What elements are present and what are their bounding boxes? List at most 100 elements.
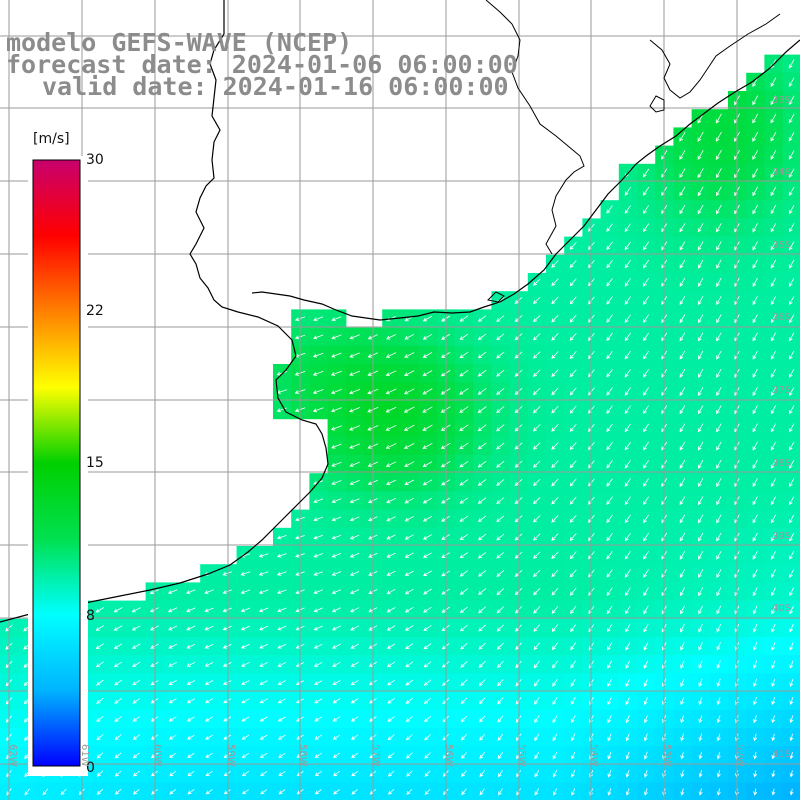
wind-arrow <box>404 334 415 340</box>
wind-speed-cell <box>655 618 674 638</box>
wind-arrow <box>423 643 432 650</box>
wind-arrow <box>697 149 704 160</box>
wind-arrow <box>387 697 395 704</box>
wind-arrow <box>459 606 468 614</box>
wind-arrow <box>569 296 577 305</box>
wind-arrow <box>642 186 650 196</box>
wind-speed-cell <box>618 637 638 656</box>
wind-speed-cell <box>382 673 401 693</box>
wind-speed-cell <box>764 127 784 147</box>
wind-arrow <box>479 733 486 741</box>
wind-arrow <box>496 624 504 632</box>
wind-speed-cell <box>309 691 329 711</box>
wind-arrow <box>789 514 795 524</box>
wind-speed-cell <box>746 182 765 201</box>
wind-arrow <box>330 389 342 395</box>
wind-arrow <box>424 788 431 796</box>
wind-speed-cell <box>746 72 765 92</box>
wind-speed-cell <box>345 691 365 711</box>
wind-speed-cell <box>673 473 693 492</box>
wind-speed-cell <box>655 491 674 511</box>
wind-speed-cell <box>564 673 583 693</box>
wind-arrow <box>752 532 758 542</box>
wind-speed-cell <box>655 382 674 401</box>
lat-label-39s: 39S <box>772 531 792 542</box>
wind-speed-cell <box>764 436 784 456</box>
wind-speed-cell <box>182 728 201 747</box>
wind-arrow <box>788 95 795 106</box>
wind-speed-cell <box>637 600 656 620</box>
wind-speed-cell <box>91 728 110 747</box>
wind-arrow <box>533 533 541 541</box>
wind-arrow <box>698 623 703 633</box>
wind-arrow <box>716 387 722 397</box>
wind-arrow <box>679 587 685 597</box>
wind-arrow <box>698 696 703 706</box>
wind-speed-cell <box>527 709 547 729</box>
wind-arrow <box>205 752 213 758</box>
wind-arrow <box>168 734 177 740</box>
wind-speed-cell <box>473 600 492 620</box>
wind-speed-cell <box>418 509 438 529</box>
wind-arrow <box>569 533 577 542</box>
wind-speed-cell <box>473 691 492 711</box>
lon-label-60w: 60W <box>152 744 163 767</box>
lat-label-35s: 35S <box>772 240 792 251</box>
wind-arrow <box>332 698 341 704</box>
wind-speed-cell <box>746 163 765 183</box>
wind-arrow <box>478 588 487 595</box>
wind-arrow <box>259 625 269 631</box>
wind-speed-cell <box>527 345 547 365</box>
wind-arrow <box>606 496 613 505</box>
wind-speed-cell <box>400 764 420 784</box>
wind-speed-cell <box>691 218 711 238</box>
wind-arrow <box>422 352 433 358</box>
wind-speed-cell <box>527 618 547 638</box>
wind-speed-field <box>0 54 800 800</box>
wind-speed-cell <box>273 673 292 693</box>
wind-arrow <box>625 605 631 615</box>
wind-arrow <box>403 388 415 395</box>
wind-speed-cell <box>473 345 492 365</box>
wind-speed-cell <box>127 691 147 711</box>
wind-arrow <box>331 625 341 631</box>
wind-arrow <box>241 716 250 722</box>
wind-speed-cell <box>382 746 401 765</box>
wind-arrow <box>496 515 505 523</box>
wind-arrow <box>770 223 777 233</box>
wind-arrow <box>351 788 358 795</box>
wind-speed-cell <box>527 291 547 310</box>
wind-arrow <box>569 314 577 323</box>
wind-speed-cell <box>600 236 620 256</box>
wind-arrow <box>496 551 505 559</box>
wind-arrow <box>569 423 577 432</box>
wind-speed-cell <box>400 709 420 729</box>
wind-speed-cell <box>400 327 420 347</box>
wind-speed-cell <box>345 728 365 747</box>
colorbar-gradient <box>32 159 81 767</box>
wind-speed-cell <box>618 218 638 238</box>
wind-arrow <box>405 643 414 650</box>
wind-speed-cell <box>455 473 474 492</box>
wind-speed-cell <box>91 709 110 729</box>
wind-speed-cell <box>91 618 110 638</box>
wind-arrow <box>277 680 286 685</box>
wind-arrow <box>716 241 722 251</box>
wind-arrow <box>551 351 559 359</box>
wind-arrow <box>259 698 268 704</box>
wind-speed-cell <box>746 109 765 128</box>
wind-arrow <box>571 769 576 778</box>
wind-arrow <box>351 734 359 740</box>
wind-speed-cell <box>382 473 401 492</box>
wind-speed-cell <box>400 364 420 383</box>
wind-arrow <box>569 260 577 269</box>
wind-speed-cell <box>273 764 292 784</box>
wind-speed-cell <box>618 564 638 583</box>
wind-speed-cell <box>327 673 347 693</box>
wind-arrow <box>716 751 721 760</box>
wind-speed-cell <box>455 709 474 729</box>
wind-arrow <box>716 368 722 378</box>
wind-speed-cell <box>382 709 401 729</box>
wind-speed-cell <box>709 236 729 256</box>
wind-speed-cell <box>564 273 583 292</box>
